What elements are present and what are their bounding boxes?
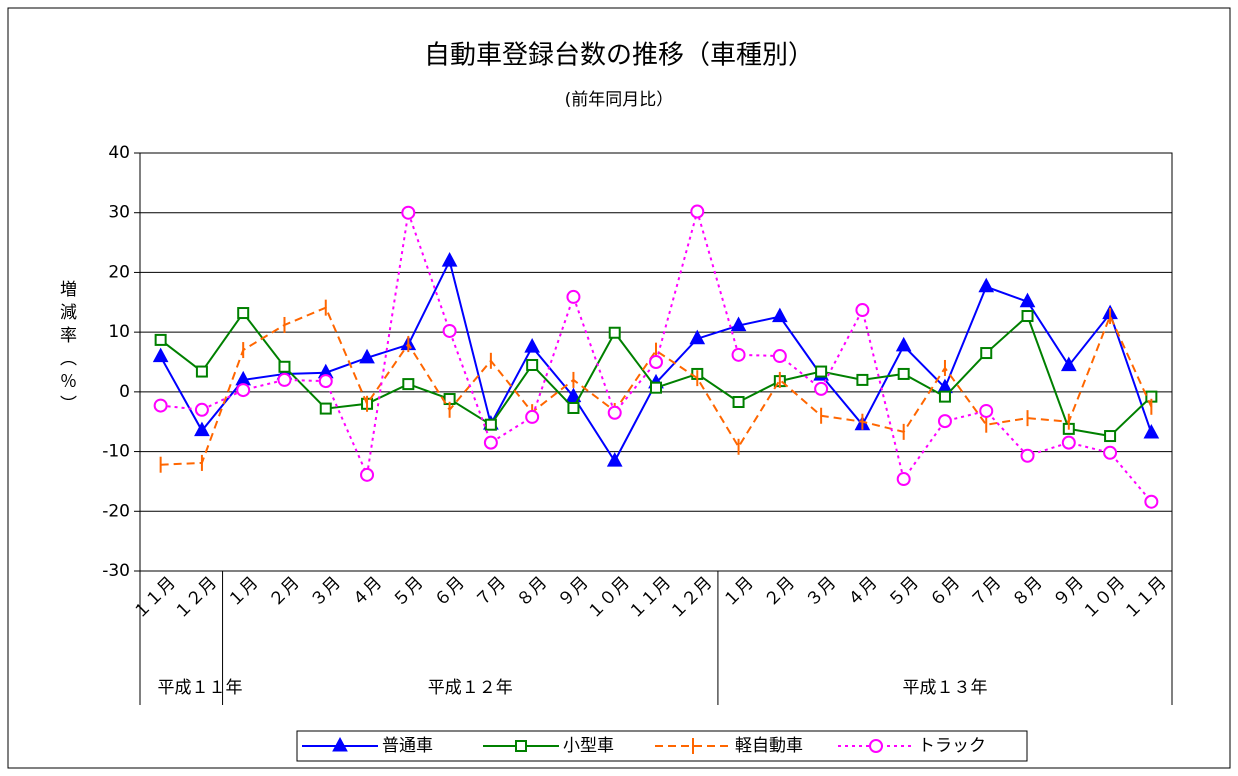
marker <box>359 348 375 364</box>
marker <box>195 365 208 378</box>
marker <box>896 472 911 487</box>
chart-title: 自動車登録台数の推移（車種別） <box>424 41 814 71</box>
marker <box>1020 448 1035 463</box>
marker <box>650 381 662 394</box>
marker <box>1144 494 1159 509</box>
marker <box>1060 356 1077 372</box>
marker <box>1021 310 1034 323</box>
marker <box>895 336 912 352</box>
marker <box>237 307 250 320</box>
marker <box>318 374 333 389</box>
marker <box>978 277 995 293</box>
marker <box>483 435 498 450</box>
legend-label: 普通車 <box>382 736 433 756</box>
marker <box>484 418 497 431</box>
marker <box>608 326 621 339</box>
marker <box>772 307 788 323</box>
marker <box>152 347 169 363</box>
y-axis-title: 増減率（％） <box>56 280 77 418</box>
legend-label: 小型車 <box>563 736 614 756</box>
marker <box>278 360 291 373</box>
marker <box>566 289 581 304</box>
marker <box>402 378 415 391</box>
group-label: 平成１１年 <box>158 678 243 698</box>
marker <box>525 409 540 424</box>
marker <box>442 323 457 338</box>
marker <box>938 390 951 403</box>
marker <box>1019 292 1036 308</box>
marker <box>277 372 292 387</box>
marker <box>319 402 332 415</box>
y-tick-label: -30 <box>102 561 130 581</box>
marker <box>1061 435 1076 450</box>
marker <box>606 452 623 467</box>
marker <box>897 367 910 380</box>
marker <box>730 316 747 332</box>
marker <box>1103 445 1118 460</box>
marker <box>194 421 210 437</box>
y-tick-label: 0 <box>119 382 130 402</box>
marker <box>649 355 663 369</box>
marker <box>526 358 539 371</box>
marker <box>856 373 869 386</box>
y-tick-label: 40 <box>108 143 130 163</box>
marker <box>153 398 168 413</box>
marker <box>980 347 993 360</box>
group-label: 平成１３年 <box>902 678 987 698</box>
legend-label: トラック <box>918 736 986 756</box>
y-tick-label: -10 <box>102 442 130 462</box>
marker <box>441 252 458 267</box>
marker <box>360 467 375 482</box>
y-tick-label: -20 <box>102 501 130 521</box>
marker <box>855 303 870 318</box>
group-label: 平成１２年 <box>428 678 513 698</box>
y-tick-label: 30 <box>108 203 130 223</box>
marker <box>979 403 994 418</box>
legend-marker <box>869 739 883 753</box>
marker <box>732 396 745 409</box>
marker <box>689 329 706 345</box>
y-tick-label: 20 <box>108 262 130 282</box>
marker <box>565 387 582 403</box>
legend-marker <box>332 736 348 752</box>
marker <box>1143 424 1160 439</box>
marker <box>401 205 416 220</box>
marker <box>524 338 540 353</box>
marker <box>815 365 828 378</box>
legend-label: 軽自動車 <box>735 736 803 756</box>
chart-subtitle: (前年同月比） <box>565 90 674 110</box>
marker <box>731 347 746 362</box>
marker <box>690 204 705 219</box>
legend-marker <box>515 740 527 752</box>
marker <box>567 401 580 414</box>
marker <box>772 349 787 364</box>
marker <box>194 402 209 417</box>
marker <box>937 414 952 429</box>
marker <box>607 405 622 420</box>
y-tick-label: 10 <box>108 322 130 342</box>
marker <box>814 381 829 396</box>
marker <box>154 333 167 346</box>
marker <box>236 383 251 398</box>
marker <box>1104 430 1117 443</box>
